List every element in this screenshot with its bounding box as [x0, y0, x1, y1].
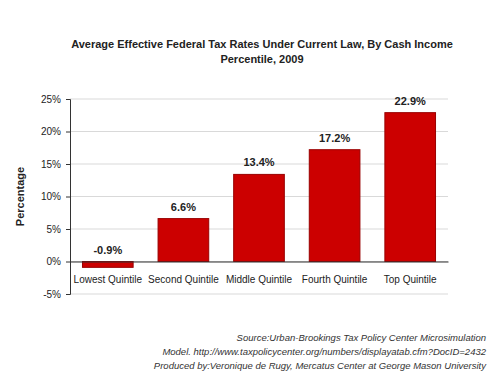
y-tick: 5% — [47, 224, 70, 235]
data-label: 6.6% — [171, 201, 196, 213]
y-tick: 15% — [41, 159, 70, 170]
y-tick-label: -5% — [43, 289, 61, 300]
data-label: 22.9% — [395, 95, 426, 107]
x-tick: Fourth Quintile — [302, 262, 368, 285]
source-note: Produced by:Veronique de Rugy, Mercatus … — [154, 360, 487, 371]
y-tick-label: 10% — [41, 191, 61, 202]
y-tick-mark — [66, 164, 70, 165]
bar — [385, 113, 436, 262]
x-tick: Lowest Quintile — [74, 262, 143, 285]
x-axis-line — [71, 262, 449, 263]
title-line: Percentile, 2009 — [220, 53, 303, 65]
y-tick-mark — [66, 99, 70, 100]
title: Average Effective Federal Tax Rates Unde… — [71, 38, 453, 65]
source-note: Model. http://www.taxpolicycenter.org/nu… — [162, 346, 486, 357]
y-tick-label: 25% — [41, 94, 61, 105]
y-tick: 0% — [47, 256, 70, 267]
y-tick: 20% — [41, 126, 70, 137]
y-tick: 25% — [41, 94, 70, 105]
x-tick-label: Lowest Quintile — [74, 274, 143, 285]
y-tick: -5% — [43, 289, 70, 300]
y-tick-mark — [66, 262, 70, 263]
source-notes: Source:Urban-Brookings Tax Policy Center… — [154, 332, 487, 371]
bars — [82, 113, 435, 268]
y-axis: -5% 0% 5% 10% 15% 20% 25% — [41, 94, 71, 300]
y-tick-mark — [66, 197, 70, 198]
data-label: 13.4% — [243, 156, 274, 168]
y-tick: 10% — [41, 191, 70, 202]
y-tick-label: 0% — [47, 256, 62, 267]
y-tick-mark — [66, 294, 70, 295]
grid-line — [70, 294, 448, 295]
y-axis-line — [66, 100, 71, 295]
x-tick-label: Second Quintile — [148, 274, 219, 285]
y-tick-label: 5% — [47, 224, 62, 235]
source-note: Source:Urban-Brookings Tax Policy Center… — [237, 332, 486, 343]
x-tick-label: Top Quintile — [384, 274, 437, 285]
grid-line — [70, 99, 448, 100]
bar — [234, 174, 285, 261]
bar — [309, 150, 360, 262]
y-tick-mark — [66, 229, 70, 230]
y-axis-title: Percentage — [14, 167, 26, 226]
y-tick-mark — [66, 132, 70, 133]
title-line: Average Effective Federal Tax Rates Unde… — [71, 38, 453, 50]
x-tick: Middle Quintile — [226, 262, 293, 285]
data-label: 17.2% — [319, 132, 350, 144]
y-tick-label: 15% — [41, 159, 61, 170]
data-labels: -0.9% 6.6% 13.4% 17.2% 22.9% — [93, 95, 426, 256]
x-tick-label: Middle Quintile — [226, 274, 293, 285]
y-tick-label: 20% — [41, 126, 61, 137]
data-label: -0.9% — [93, 244, 122, 256]
grid — [70, 99, 448, 294]
x-tick-label: Fourth Quintile — [302, 274, 368, 285]
bar — [158, 219, 209, 262]
x-axis: Lowest Quintile Second Quintile Middle Qui… — [71, 262, 449, 285]
x-tick: Top Quintile — [384, 262, 437, 285]
chart: Average Effective Federal Tax Rates Unde… — [0, 0, 500, 386]
x-tick: Second Quintile — [148, 262, 219, 285]
